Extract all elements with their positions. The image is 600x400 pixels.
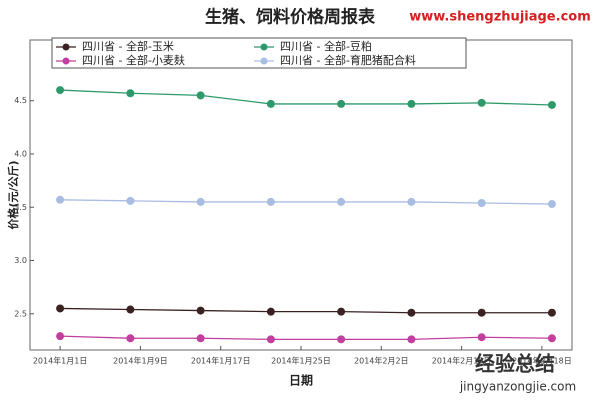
legend-box bbox=[51, 37, 467, 69]
x-tick-label: 2014年1月17日 bbox=[191, 356, 251, 366]
chart-title: 生猪、饲料价格周报表 bbox=[205, 7, 376, 28]
series-line bbox=[60, 307, 552, 314]
data-point bbox=[56, 86, 65, 95]
data-point bbox=[547, 100, 556, 109]
data-point bbox=[407, 99, 416, 108]
data-point bbox=[56, 332, 65, 341]
series-line bbox=[60, 199, 552, 205]
data-point bbox=[337, 335, 346, 344]
y-tick-label: 3.5 bbox=[14, 203, 27, 212]
legend-marker bbox=[260, 57, 268, 65]
data-point bbox=[56, 195, 65, 204]
data-point bbox=[266, 335, 275, 344]
data-point bbox=[126, 334, 135, 343]
data-point bbox=[337, 197, 346, 206]
data-point bbox=[266, 307, 275, 316]
series-line bbox=[60, 89, 552, 106]
y-tick-label: 4.5 bbox=[14, 96, 27, 105]
data-point bbox=[126, 196, 135, 205]
data-point bbox=[407, 335, 416, 344]
y-tick-label: 3.0 bbox=[14, 256, 27, 265]
data-point bbox=[407, 308, 416, 317]
legend-label: 四川省 - 全部-豆粕 bbox=[280, 39, 372, 53]
data-point bbox=[547, 308, 556, 317]
x-tick-label: 2014年2月2日 bbox=[354, 356, 409, 366]
data-point bbox=[56, 304, 65, 313]
x-tick-label: 2014年1月9日 bbox=[113, 356, 168, 366]
data-point bbox=[196, 334, 205, 343]
legend-marker bbox=[62, 57, 70, 65]
x-tick-label: 2014年1月25日 bbox=[271, 356, 331, 366]
data-point bbox=[477, 333, 486, 342]
y-tick-label: 4.0 bbox=[14, 149, 27, 158]
series-line bbox=[60, 335, 552, 340]
legend-label: 四川省 - 全部-玉米 bbox=[82, 39, 174, 53]
data-point bbox=[477, 198, 486, 207]
data-point bbox=[196, 197, 205, 206]
x-axis-label: 日期 bbox=[289, 373, 313, 388]
data-point bbox=[337, 99, 346, 108]
data-point bbox=[266, 99, 275, 108]
data-point bbox=[547, 200, 556, 209]
data-point bbox=[196, 91, 205, 100]
watermark: 经验总结 bbox=[475, 352, 555, 376]
data-point bbox=[266, 197, 275, 206]
legend-label: 四川省 - 全部-育肥猪配合料 bbox=[280, 53, 416, 67]
data-point bbox=[196, 306, 205, 315]
plot-frame bbox=[29, 39, 573, 351]
legend-marker bbox=[62, 43, 70, 51]
data-point bbox=[547, 334, 556, 343]
data-point bbox=[337, 307, 346, 316]
x-tick-label: 2014年2月10日 bbox=[432, 356, 492, 366]
x-tick-label: 2014年1月1日 bbox=[33, 356, 88, 366]
legend-label: 四川省 - 全部-小麦麸 bbox=[82, 53, 185, 67]
watermark-url: jingyanzongjie.com bbox=[459, 380, 576, 394]
data-point bbox=[126, 89, 135, 98]
data-point bbox=[126, 305, 135, 314]
y-tick-label: 2.5 bbox=[14, 309, 27, 318]
data-point bbox=[477, 308, 486, 317]
legend-marker bbox=[260, 43, 268, 51]
site-url: www.shengzhujiage.com bbox=[409, 10, 591, 25]
data-point bbox=[407, 197, 416, 206]
y-axis-label: 价格(元/公斤) bbox=[6, 160, 20, 229]
data-point bbox=[477, 98, 486, 107]
x-tick-label: 2014年2月18日 bbox=[512, 356, 572, 366]
